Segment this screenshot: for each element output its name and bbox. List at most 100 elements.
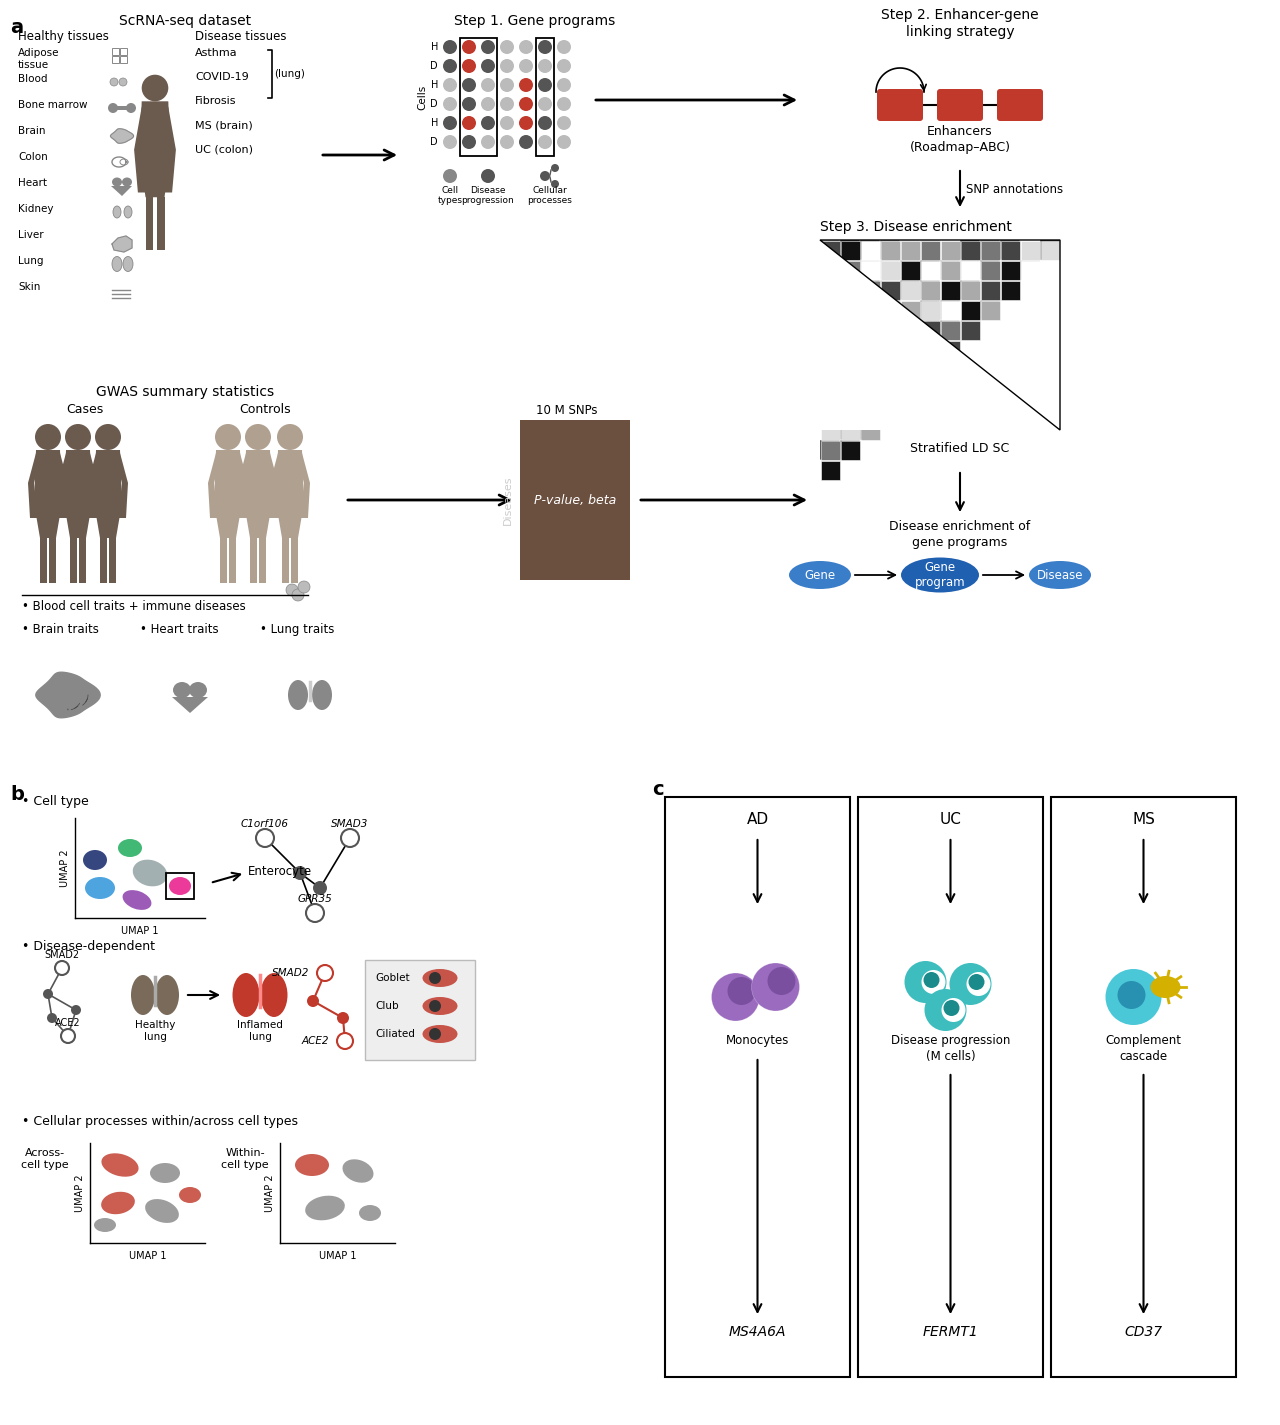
- Polygon shape: [276, 450, 305, 539]
- Text: UMAP 1: UMAP 1: [319, 1251, 356, 1261]
- Polygon shape: [54, 453, 68, 519]
- Circle shape: [44, 989, 52, 999]
- Circle shape: [443, 78, 457, 93]
- Circle shape: [70, 1005, 81, 1015]
- Polygon shape: [296, 453, 310, 519]
- Polygon shape: [820, 239, 1060, 430]
- Bar: [113, 56, 119, 63]
- Circle shape: [55, 960, 69, 975]
- Circle shape: [905, 960, 946, 1003]
- Bar: [820, 361, 840, 379]
- Polygon shape: [64, 450, 92, 539]
- Bar: [820, 261, 840, 279]
- Bar: [860, 400, 879, 419]
- Ellipse shape: [124, 207, 132, 218]
- Text: H: H: [430, 41, 438, 51]
- Bar: [860, 400, 879, 419]
- Bar: [940, 301, 960, 319]
- Circle shape: [256, 829, 274, 846]
- Bar: [940, 259, 960, 279]
- Circle shape: [462, 97, 476, 111]
- Bar: [980, 239, 1000, 259]
- Bar: [920, 259, 940, 279]
- Text: a: a: [10, 19, 23, 37]
- Bar: [840, 239, 859, 259]
- Circle shape: [1117, 980, 1146, 1009]
- Bar: [980, 241, 1000, 259]
- Text: (lung): (lung): [274, 68, 305, 78]
- Ellipse shape: [1029, 561, 1091, 589]
- Circle shape: [95, 425, 122, 450]
- Text: H: H: [430, 118, 438, 128]
- Bar: [960, 321, 979, 339]
- Bar: [881, 259, 900, 279]
- Text: Diseases: Diseases: [503, 476, 513, 524]
- Circle shape: [557, 97, 571, 111]
- Bar: [980, 279, 1000, 299]
- Bar: [820, 301, 840, 319]
- Bar: [941, 341, 960, 359]
- Polygon shape: [110, 128, 133, 144]
- Bar: [960, 279, 979, 299]
- Ellipse shape: [101, 1191, 134, 1214]
- Circle shape: [500, 58, 515, 73]
- Bar: [941, 261, 960, 279]
- Ellipse shape: [118, 839, 142, 856]
- Polygon shape: [58, 453, 72, 519]
- Ellipse shape: [93, 1218, 116, 1233]
- Polygon shape: [820, 239, 1060, 430]
- Ellipse shape: [343, 1160, 374, 1183]
- Bar: [1051, 797, 1236, 1377]
- Circle shape: [481, 170, 495, 182]
- Circle shape: [307, 995, 319, 1007]
- Bar: [860, 361, 879, 379]
- Bar: [113, 105, 131, 110]
- Bar: [841, 261, 859, 279]
- Circle shape: [429, 1000, 442, 1012]
- Text: Disease
progression: Disease progression: [462, 187, 515, 205]
- Bar: [860, 261, 879, 279]
- Bar: [881, 380, 900, 399]
- Bar: [920, 279, 940, 299]
- Ellipse shape: [84, 876, 115, 899]
- Bar: [900, 361, 919, 379]
- Text: Gene
program: Gene program: [915, 561, 965, 589]
- Circle shape: [518, 135, 532, 150]
- Circle shape: [768, 968, 795, 995]
- Ellipse shape: [83, 849, 108, 871]
- Text: Inflamed
lung: Inflamed lung: [237, 1020, 283, 1042]
- Ellipse shape: [189, 683, 207, 698]
- Circle shape: [61, 1029, 76, 1043]
- Text: • Disease-dependent: • Disease-dependent: [22, 940, 155, 953]
- Polygon shape: [250, 539, 257, 583]
- Text: Disease: Disease: [1037, 569, 1083, 581]
- Bar: [860, 281, 879, 299]
- Bar: [900, 239, 919, 259]
- Circle shape: [966, 972, 991, 996]
- Bar: [860, 341, 879, 359]
- Bar: [666, 797, 850, 1377]
- Ellipse shape: [305, 1196, 344, 1220]
- Bar: [940, 321, 960, 339]
- Circle shape: [538, 58, 552, 73]
- Circle shape: [125, 103, 136, 113]
- Polygon shape: [229, 539, 236, 583]
- Circle shape: [518, 40, 532, 54]
- Text: UMAP 2: UMAP 2: [265, 1174, 275, 1211]
- Circle shape: [751, 963, 800, 1010]
- Text: Complement
cascade: Complement cascade: [1106, 1035, 1181, 1063]
- Circle shape: [500, 40, 515, 54]
- Bar: [980, 301, 1000, 319]
- Bar: [941, 301, 960, 319]
- Bar: [900, 341, 919, 359]
- Text: Cells: Cells: [417, 84, 428, 110]
- Bar: [960, 241, 979, 259]
- Text: Goblet: Goblet: [375, 973, 410, 983]
- Circle shape: [142, 74, 168, 101]
- Bar: [900, 380, 919, 399]
- Circle shape: [557, 135, 571, 150]
- Bar: [881, 261, 900, 279]
- Circle shape: [337, 1012, 349, 1025]
- Bar: [840, 400, 859, 419]
- Text: • Lung traits: • Lung traits: [260, 623, 334, 636]
